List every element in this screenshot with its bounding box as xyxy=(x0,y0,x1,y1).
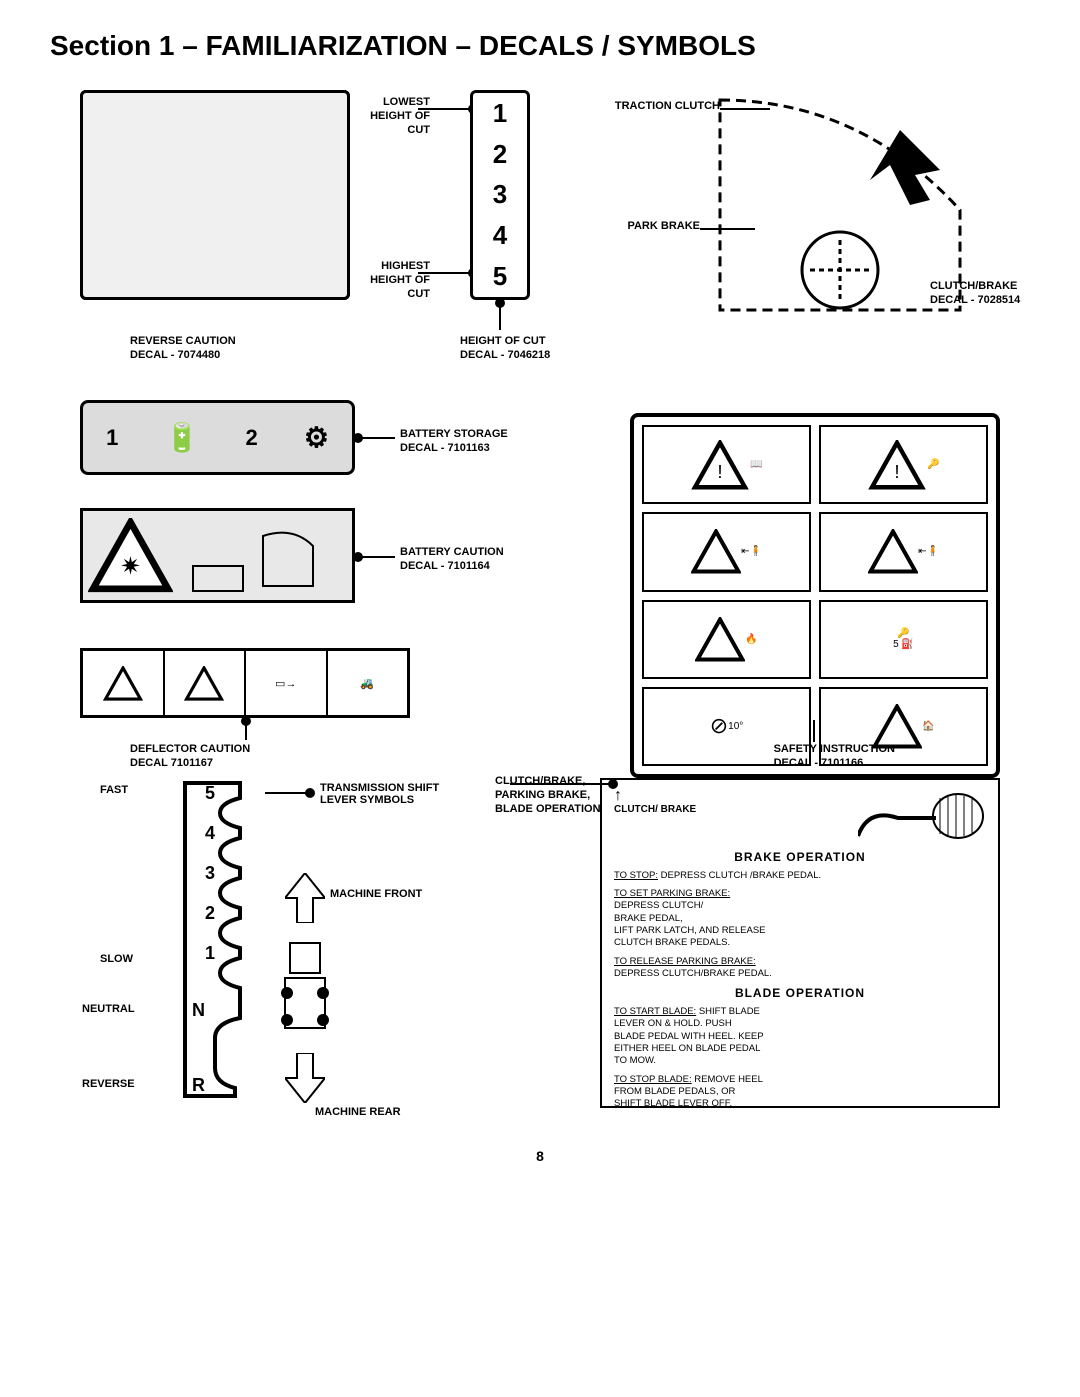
gear-r: R xyxy=(192,1075,205,1096)
highest-label: HIGHEST HEIGHT OF CUT xyxy=(370,260,430,301)
brake-op-p1: TO STOP: TO STOP: DEPRESS CLUTCH /BRAKE … xyxy=(614,870,986,882)
neutral-label: NEUTRAL xyxy=(82,1003,135,1015)
jack-icon: ⚙ xyxy=(304,421,329,454)
transmission-symbols: FAST SLOW NEUTRAL REVERSE 5 4 3 2 1 N R … xyxy=(110,778,440,1128)
battery-caution-label: BATTERY CAUTION DECAL - 7101164 xyxy=(400,546,504,574)
hoc-label: HEIGHT OF CUT DECAL - 7046218 xyxy=(460,335,550,363)
row-1: ! 1⚙ I→O 2↻↺ 3🚜 STOP REVERSE CAUTION DEC… xyxy=(50,90,1030,390)
row-4: ▭→ 🚜 DEFLECTOR CAUTION DECAL 7101167 SAF… xyxy=(50,648,1030,758)
svg-text:!: ! xyxy=(718,461,723,482)
svg-text:!: ! xyxy=(895,461,900,482)
arrow-up-icon xyxy=(285,873,325,923)
height-of-cut-decal: 1 2 3 4 5 xyxy=(470,90,530,300)
reverse-caution-label: REVERSE CAUTION DECAL - 7074480 xyxy=(130,335,236,363)
brake-op-p3: TO RELEASE PARKING BRAKE:DEPRESS CLUTCH/… xyxy=(614,956,986,981)
df-cell xyxy=(165,651,247,715)
battery-storage-label: BATTERY STORAGE DECAL - 7101163 xyxy=(400,428,508,456)
gear-3: 3 xyxy=(205,863,215,884)
seat-battery-icon xyxy=(183,516,333,596)
page-number: 8 xyxy=(50,1148,1030,1164)
hoc-4: 4 xyxy=(493,220,507,251)
battery-caution-decal: ✷ xyxy=(80,508,355,603)
safety-label: SAFETY INSTRUCTION DECAL - 7101166 xyxy=(774,743,895,771)
gear-1: 1 xyxy=(205,943,215,964)
bs-num-1: 1 xyxy=(106,425,118,451)
hoc-1: 1 xyxy=(493,98,507,129)
row-3: ✷ BATTERY CAUTION DECAL - 7101164 ! 📖 ! … xyxy=(50,508,1030,638)
safety-cell: ! 📖 xyxy=(642,425,811,504)
safety-cell: ! 🔑 xyxy=(819,425,988,504)
brake-op-p4: TO START BLADE: SHIFT BLADELEVER ON & HO… xyxy=(614,1006,986,1068)
brake-op-p5: TO STOP BLADE: REMOVE HEELFROM BLADE PED… xyxy=(614,1074,986,1111)
brake-op-label: CLUTCH/BRAKE, PARKING BRAKE, BLADE OPERA… xyxy=(495,775,615,816)
lowest-label: LOWEST HEIGHT OF CUT xyxy=(370,96,430,137)
safety-cell: ⇤🧍 xyxy=(819,512,988,591)
machine-rear-label: MACHINE REAR xyxy=(315,1106,401,1118)
brake-op-heading: BRAKE OPERATION xyxy=(614,850,986,866)
battery-storage-decal: 1 🔋 2 ⚙ xyxy=(80,400,355,475)
clutch-brake-text: ↑CLUTCH/ BRAKE xyxy=(614,790,696,816)
safety-cell: ⇤🧍 xyxy=(642,512,811,591)
page-title: Section 1 – FAMILIARIZATION – DECALS / S… xyxy=(50,30,1030,62)
clutch-brake-label: CLUTCH/BRAKE DECAL - 7028514 xyxy=(930,280,1040,308)
hoc-3: 3 xyxy=(493,179,507,210)
explosion-triangle-icon: ✷ xyxy=(88,518,173,593)
row-5: FAST SLOW NEUTRAL REVERSE 5 4 3 2 1 N R … xyxy=(50,778,1030,1138)
gear-5: 5 xyxy=(205,783,215,804)
fast-label: FAST xyxy=(100,784,128,796)
machine-front-label: MACHINE FRONT xyxy=(330,888,422,900)
reverse-label: REVERSE xyxy=(82,1078,135,1090)
deflector-caution-decal: ▭→ 🚜 xyxy=(80,648,410,718)
gear-n: N xyxy=(192,1000,205,1021)
lever-icon xyxy=(858,788,988,843)
slow-label: SLOW xyxy=(100,953,133,965)
df-cell: ▭→ xyxy=(246,651,328,715)
hoc-2: 2 xyxy=(493,139,507,170)
hoc-5: 5 xyxy=(493,261,507,292)
svg-text:✷: ✷ xyxy=(120,553,141,581)
bs-num-2: 2 xyxy=(245,425,257,451)
brake-op-p2: TO SET PARKING BRAKE:DEPRESS CLUTCH/BRAK… xyxy=(614,888,986,950)
battery-icon: 🔋 xyxy=(164,421,199,454)
transmission-title: TRANSMISSION SHIFT LEVER SYMBOLS xyxy=(320,782,460,806)
traction-clutch-label: TRACTION CLUTCH xyxy=(615,100,720,114)
blade-op-heading: BLADE OPERATION xyxy=(614,986,986,1002)
df-cell xyxy=(83,651,165,715)
gear-4: 4 xyxy=(205,823,215,844)
gear-2: 2 xyxy=(205,903,215,924)
deflector-label: DEFLECTOR CAUTION DECAL 7101167 xyxy=(130,743,250,771)
df-cell: 🚜 xyxy=(328,651,408,715)
brake-operation-decal: ↑CLUTCH/ BRAKE BRAKE OPERATION TO STOP: … xyxy=(600,778,1000,1108)
machine-top-icon xyxy=(275,938,335,1038)
arrow-down-icon xyxy=(285,1053,325,1103)
park-brake-label: PARK BRAKE xyxy=(627,220,700,234)
